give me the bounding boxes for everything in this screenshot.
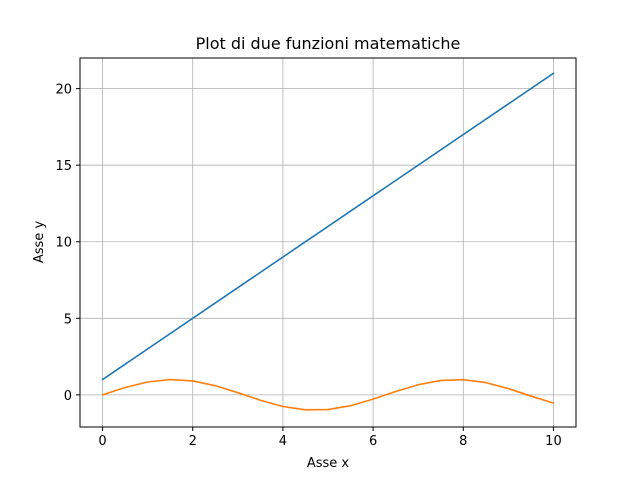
chart-title: Plot di due funzioni matematiche bbox=[196, 34, 461, 53]
x-tick-label: 4 bbox=[279, 434, 287, 449]
series-layer bbox=[101, 72, 555, 411]
y-tick-label: 0 bbox=[64, 389, 72, 404]
series-line-2 bbox=[101, 378, 555, 411]
x-tick-label: 0 bbox=[98, 434, 106, 449]
y-tick-label: 5 bbox=[64, 312, 72, 327]
y-tick-label: 10 bbox=[55, 236, 72, 251]
x-axis-label: Asse x bbox=[307, 456, 350, 471]
y-axis-label: Asse y bbox=[32, 221, 47, 264]
ticks: 0 2 4 6 8 10 0 5 10 15 20 bbox=[55, 83, 561, 449]
x-tick-label: 2 bbox=[189, 434, 197, 449]
x-tick-label: 10 bbox=[545, 434, 562, 449]
grid bbox=[80, 58, 576, 427]
x-tick-label: 8 bbox=[459, 434, 467, 449]
x-tick-label: 6 bbox=[369, 434, 377, 449]
series-line-1 bbox=[101, 72, 555, 381]
y-tick-label: 15 bbox=[55, 159, 72, 174]
y-tick-label: 20 bbox=[55, 83, 72, 98]
plot-frame bbox=[79, 57, 577, 428]
